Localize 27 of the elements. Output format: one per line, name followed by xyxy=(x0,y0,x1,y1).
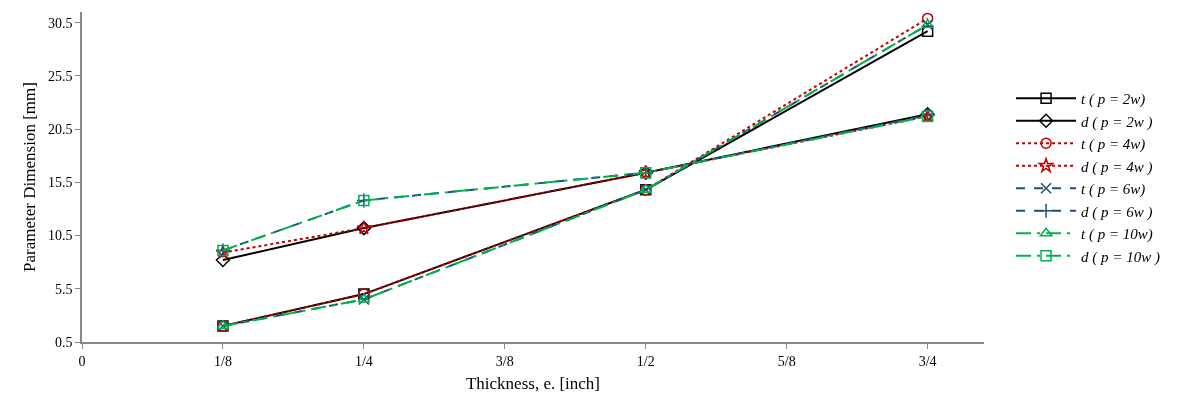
x-axis-title: Thickness, e. [inch] xyxy=(465,374,601,394)
y-tick-label: 30.5 xyxy=(47,15,73,31)
point xyxy=(921,25,934,37)
point xyxy=(921,12,934,25)
legend-label: t ( p = 10w) xyxy=(1081,226,1153,244)
x-tick-label: 5/8 xyxy=(777,353,796,369)
x-tick-label: 1/2 xyxy=(636,353,655,369)
legend-label: d ( p = 2w ) xyxy=(1081,113,1153,131)
x-tick-label: 3/8 xyxy=(495,353,514,369)
y-tick-label: 10.5 xyxy=(47,228,73,244)
x-tick-label: 1/8 xyxy=(213,353,232,369)
x-tick-label: 1/4 xyxy=(354,353,373,369)
legend-label: d ( p = 4w ) xyxy=(1081,158,1153,176)
legend-label: t ( p = 4w) xyxy=(1081,136,1146,154)
y-tick-label: 20.5 xyxy=(47,122,73,137)
y-tick-label: 25.5 xyxy=(47,68,73,84)
legend-label: t ( p = 2w) xyxy=(1081,91,1146,109)
y-tick-label: 5.5 xyxy=(54,281,73,297)
y-tick-label: 15.5 xyxy=(47,175,73,191)
x-tick-label: 0 xyxy=(78,353,86,369)
legend-label: d ( p = 10w ) xyxy=(1081,248,1160,266)
legend-label: d ( p = 6w ) xyxy=(1081,203,1153,221)
y-axis-title: Parameter Dimension [mm] xyxy=(20,82,39,272)
y-tick-label: 0.5 xyxy=(54,334,73,350)
legend-label: t ( p = 6w) xyxy=(1081,181,1146,199)
point xyxy=(215,252,231,268)
x-tick-label: 3/4 xyxy=(918,353,937,369)
